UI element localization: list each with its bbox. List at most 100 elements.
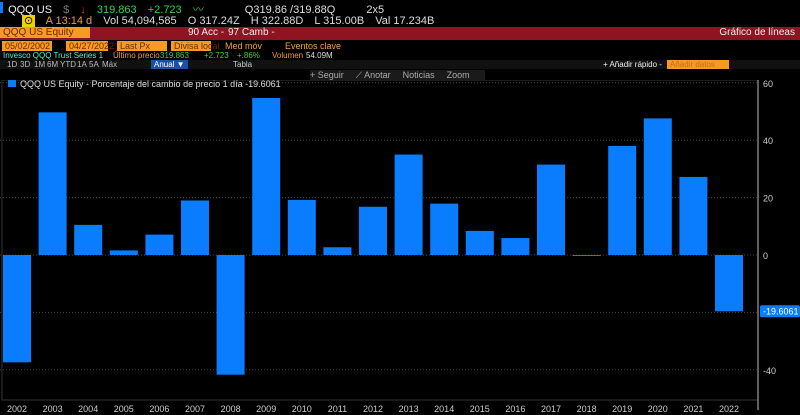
bar-2005 xyxy=(109,250,138,255)
open: O 317.24Z xyxy=(187,15,240,27)
info-last: 319.863 xyxy=(160,51,189,60)
low: L 315.00B xyxy=(314,15,365,27)
add-data-input[interactable]: Añadir datos xyxy=(667,60,729,69)
x-tick-label: 2008 xyxy=(221,404,241,414)
x-tick-label: 2007 xyxy=(185,404,205,414)
key-events-toggle[interactable]: Eventos clave xyxy=(285,41,342,51)
high: H 322.88D xyxy=(250,15,304,27)
bar-2003 xyxy=(38,112,67,256)
field-select[interactable]: Last Px xyxy=(117,41,167,51)
x-tick-label: 2018 xyxy=(577,404,597,414)
security-name: Invesco QQQ Trust Series 1 xyxy=(3,51,104,60)
x-tick-label: 2020 xyxy=(648,404,668,414)
period-YTD[interactable]: YTD xyxy=(60,60,76,69)
period-select[interactable]: Anual ▼ xyxy=(151,60,188,69)
quote-row: QQQ US $ ↓ 319.863 +2.723 〰 Q319.86 /319… xyxy=(0,1,800,16)
end-date[interactable]: 04/27/2022 xyxy=(66,41,114,51)
x-tick-label: 2012 xyxy=(363,404,383,414)
y-tick-label: 20 xyxy=(763,194,773,204)
down-arrow-icon: ↓ xyxy=(80,4,86,16)
table-button[interactable]: Tabla xyxy=(233,60,253,69)
bar-2017 xyxy=(537,164,565,255)
x-tick-label: 2005 xyxy=(114,404,134,414)
x-tick-label: 2021 xyxy=(683,404,703,414)
x-tick-label: 2016 xyxy=(505,404,525,414)
bar-2004 xyxy=(74,224,103,255)
stats-row: ⊙ A 13:14 d Vol 54,094,585 O 317.24Z H 3… xyxy=(0,14,800,27)
bid-ask: Q319.86 /319.88Q xyxy=(244,4,336,16)
period-3D[interactable]: 3D xyxy=(20,60,31,69)
bar-2016 xyxy=(501,238,530,255)
period-1A[interactable]: 1A xyxy=(77,60,87,69)
x-tick-label: 2010 xyxy=(292,404,312,414)
chart-type-title: Gráfico de líneas xyxy=(719,27,795,38)
currency-select[interactable]: Divisa local xyxy=(171,41,220,51)
x-tick-label: 2014 xyxy=(434,404,454,414)
x-tick-label: 2015 xyxy=(470,404,490,414)
bar-2022 xyxy=(715,255,743,312)
x-tick-label: 2013 xyxy=(399,404,419,414)
currency: $ xyxy=(63,4,70,16)
x-tick-label: 2017 xyxy=(541,404,561,414)
info-row: Invesco QQQ Trust Series 1 Último precio… xyxy=(0,51,800,60)
bar-2015 xyxy=(465,230,494,255)
info-pct: +.86% xyxy=(237,51,260,60)
x-tick-label: 2011 xyxy=(328,404,347,414)
bar-2012 xyxy=(359,206,387,255)
info-volume: 54.09M xyxy=(306,51,333,60)
controls-row: 05/02/2002 04/27/2022 Last Px Divisa loc… xyxy=(0,41,800,51)
actions-menu[interactable]: 90 Acc - xyxy=(188,27,225,38)
security-field[interactable]: QQQ US Equity xyxy=(0,27,90,38)
tool-0[interactable]: + Seguir xyxy=(310,70,344,80)
time: A 13:14 d xyxy=(45,15,93,27)
legend-label: QQQ US Equity - Porcentaje del cambio de… xyxy=(20,80,281,89)
last-price: 319.863 xyxy=(96,4,137,16)
bar-2008 xyxy=(216,255,245,375)
bar-2010 xyxy=(287,199,316,255)
tool-1[interactable]: ⟋ Anotar xyxy=(355,70,391,80)
quick-add-button[interactable]: + Añadir rápido - xyxy=(603,60,662,69)
bar-2002 xyxy=(3,255,31,363)
period-bar: Anual ▼ Tabla + Añadir rápido - Añadir d… xyxy=(0,60,800,69)
moving-average-toggle[interactable]: Med móv xyxy=(225,41,263,51)
bar-chart: 60 40 20 0 -40 2002 2003 2004 2005 2006 2007 2008 20… xyxy=(0,80,800,414)
x-tick-label: 2006 xyxy=(149,404,169,414)
bar-2014 xyxy=(430,203,459,255)
last-value-tag xyxy=(760,305,800,318)
last-value-label: -19.6061 xyxy=(763,306,799,316)
size: 2x5 xyxy=(366,4,385,16)
function-bar: QQQ US Equity 90 Acc - 97 Camb - Gráfico… xyxy=(0,27,800,40)
volume: Vol 54,094,585 xyxy=(103,15,177,27)
last-label: Último precio xyxy=(113,51,160,60)
period-1M[interactable]: 1M xyxy=(34,60,46,69)
ticker[interactable]: QQQ US xyxy=(8,4,53,16)
period-Máx[interactable]: Máx xyxy=(102,60,118,69)
period-6M[interactable]: 6M xyxy=(47,60,59,69)
x-tick-label: 2004 xyxy=(78,404,98,414)
change: +2.723 xyxy=(147,4,182,16)
x-tick-label: 2019 xyxy=(612,404,632,414)
chart-toolbar: + Seguir ⟋ Anotar Noticias Zoom xyxy=(310,70,485,80)
bar-2009 xyxy=(252,98,281,255)
x-tick-label: 2002 xyxy=(7,404,27,414)
period-1D[interactable]: 1D xyxy=(7,60,18,69)
legend-swatch xyxy=(8,80,16,87)
start-date[interactable]: 05/02/2002 xyxy=(2,41,52,51)
sparkline-icon: 〰 xyxy=(192,4,204,16)
y-tick-label: 60 xyxy=(763,80,773,89)
bar-2013 xyxy=(394,154,423,255)
bar-2021 xyxy=(679,176,708,255)
tool-3[interactable]: Zoom xyxy=(446,70,470,80)
tool-2[interactable]: Noticias xyxy=(402,70,435,80)
change-menu[interactable]: 97 Camb - xyxy=(228,27,275,38)
x-tick-label: 2003 xyxy=(43,404,63,414)
y-tick-label: -40 xyxy=(763,366,776,376)
bar-2018 xyxy=(572,255,601,256)
y-tick-label: 0 xyxy=(763,251,768,261)
y-tick-label: 40 xyxy=(763,136,773,146)
alert-icon[interactable]: ⊙ xyxy=(22,15,36,27)
x-tick-label: 2009 xyxy=(256,404,276,414)
bar-2019 xyxy=(608,145,637,255)
x-tick-label: 2022 xyxy=(719,404,739,414)
period-5A[interactable]: 5A xyxy=(89,60,99,69)
